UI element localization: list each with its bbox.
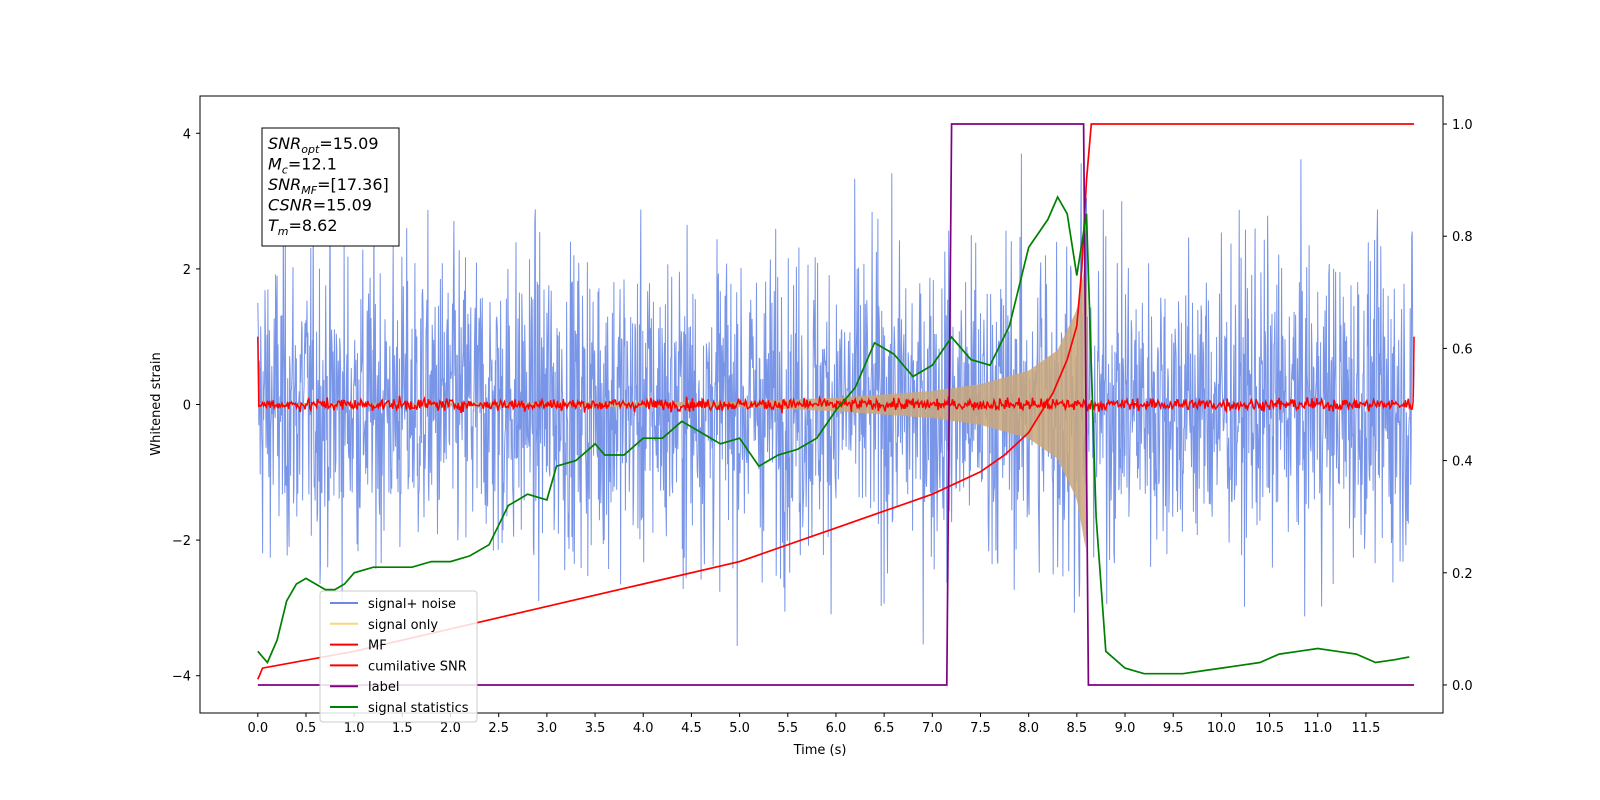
x-tick-label: 4.5: [681, 721, 702, 736]
legend-label: signal+ noise: [368, 597, 456, 612]
x-tick-label: 3.5: [585, 721, 606, 736]
x-tick-label: 2.0: [440, 721, 461, 736]
x-tick-label: 6.5: [874, 721, 895, 736]
y-left-tick-label: −2: [172, 534, 191, 549]
legend-label: signal statistics: [368, 701, 469, 716]
info-box-frame: [261, 127, 400, 247]
y-axis-label: Whitened strain: [149, 352, 164, 455]
x-tick-label: 0.5: [296, 721, 317, 736]
legend-label: label: [368, 680, 399, 695]
x-tick-label: 6.0: [826, 721, 847, 736]
x-tick-label: 8.0: [1018, 721, 1039, 736]
x-tick-label: 7.0: [922, 721, 943, 736]
info-line: SNRMF=[17.36]: [268, 175, 389, 197]
x-tick-label: 1.0: [344, 721, 365, 736]
x-tick-label: 7.5: [970, 721, 991, 736]
x-tick-label: 1.5: [392, 721, 413, 736]
series-label: [257, 123, 1415, 686]
legend-label: signal only: [368, 618, 438, 633]
info-line: Mc=12.1: [268, 155, 337, 177]
info-line: CSNR=15.09: [268, 196, 372, 215]
series-signal-statistics: [257, 195, 1410, 675]
x-tick-label: 8.5: [1067, 721, 1088, 736]
x-tick-label: 0.0: [247, 721, 268, 736]
x-tick-label: 9.0: [1115, 721, 1136, 736]
y-left-tick-label: 0: [183, 399, 191, 414]
y-right-tick-label: 0.2: [1452, 567, 1473, 582]
y-left-tick-label: 2: [183, 263, 191, 278]
x-tick-label: 3.0: [537, 721, 558, 736]
y-right-tick-label: 0.8: [1452, 230, 1473, 245]
x-tick-label: 9.5: [1163, 721, 1184, 736]
legend-frame: [319, 590, 478, 723]
info-line: Tm=8.62: [268, 216, 338, 238]
info-textbox: SNRopt=15.09Mc=12.1SNRMF=[17.36]CSNR=15.…: [261, 127, 400, 247]
x-tick-label: 4.0: [633, 721, 654, 736]
y-left-tick-label: −4: [172, 670, 191, 685]
axes: 0.0 0.5 1.0 1.5 2.0 2.5 3.0 3.5 4.0 4.5 5.0 5.5 6.0 6…: [172, 118, 1473, 736]
y-right-tick-label: 1.0: [1452, 118, 1473, 133]
x-tick-label: 2.5: [488, 721, 509, 736]
x-tick-label: 11.5: [1351, 721, 1380, 736]
x-tick-label: 5.0: [729, 721, 750, 736]
x-tick-label: 5.5: [777, 721, 798, 736]
legend-label: MF: [368, 639, 387, 654]
y-right-tick-label: 0.4: [1452, 455, 1473, 470]
x-axis-label: Time (s): [793, 743, 847, 758]
x-tick-label: 10.0: [1207, 721, 1236, 736]
legend: signal+ noise signal only MF cumilative SNR…: [319, 590, 478, 723]
x-tick-label: 11.0: [1303, 721, 1332, 736]
series-signal-plus-noise: [257, 153, 1415, 646]
y-right-tick-label: 0.0: [1452, 679, 1473, 694]
legend-label: cumilative SNR: [368, 659, 467, 674]
x-tick-label: 10.5: [1255, 721, 1284, 736]
y-left-tick-label: 4: [183, 127, 191, 142]
y-right-tick-label: 0.6: [1452, 342, 1473, 357]
info-line: SNRopt=15.09: [268, 134, 379, 156]
